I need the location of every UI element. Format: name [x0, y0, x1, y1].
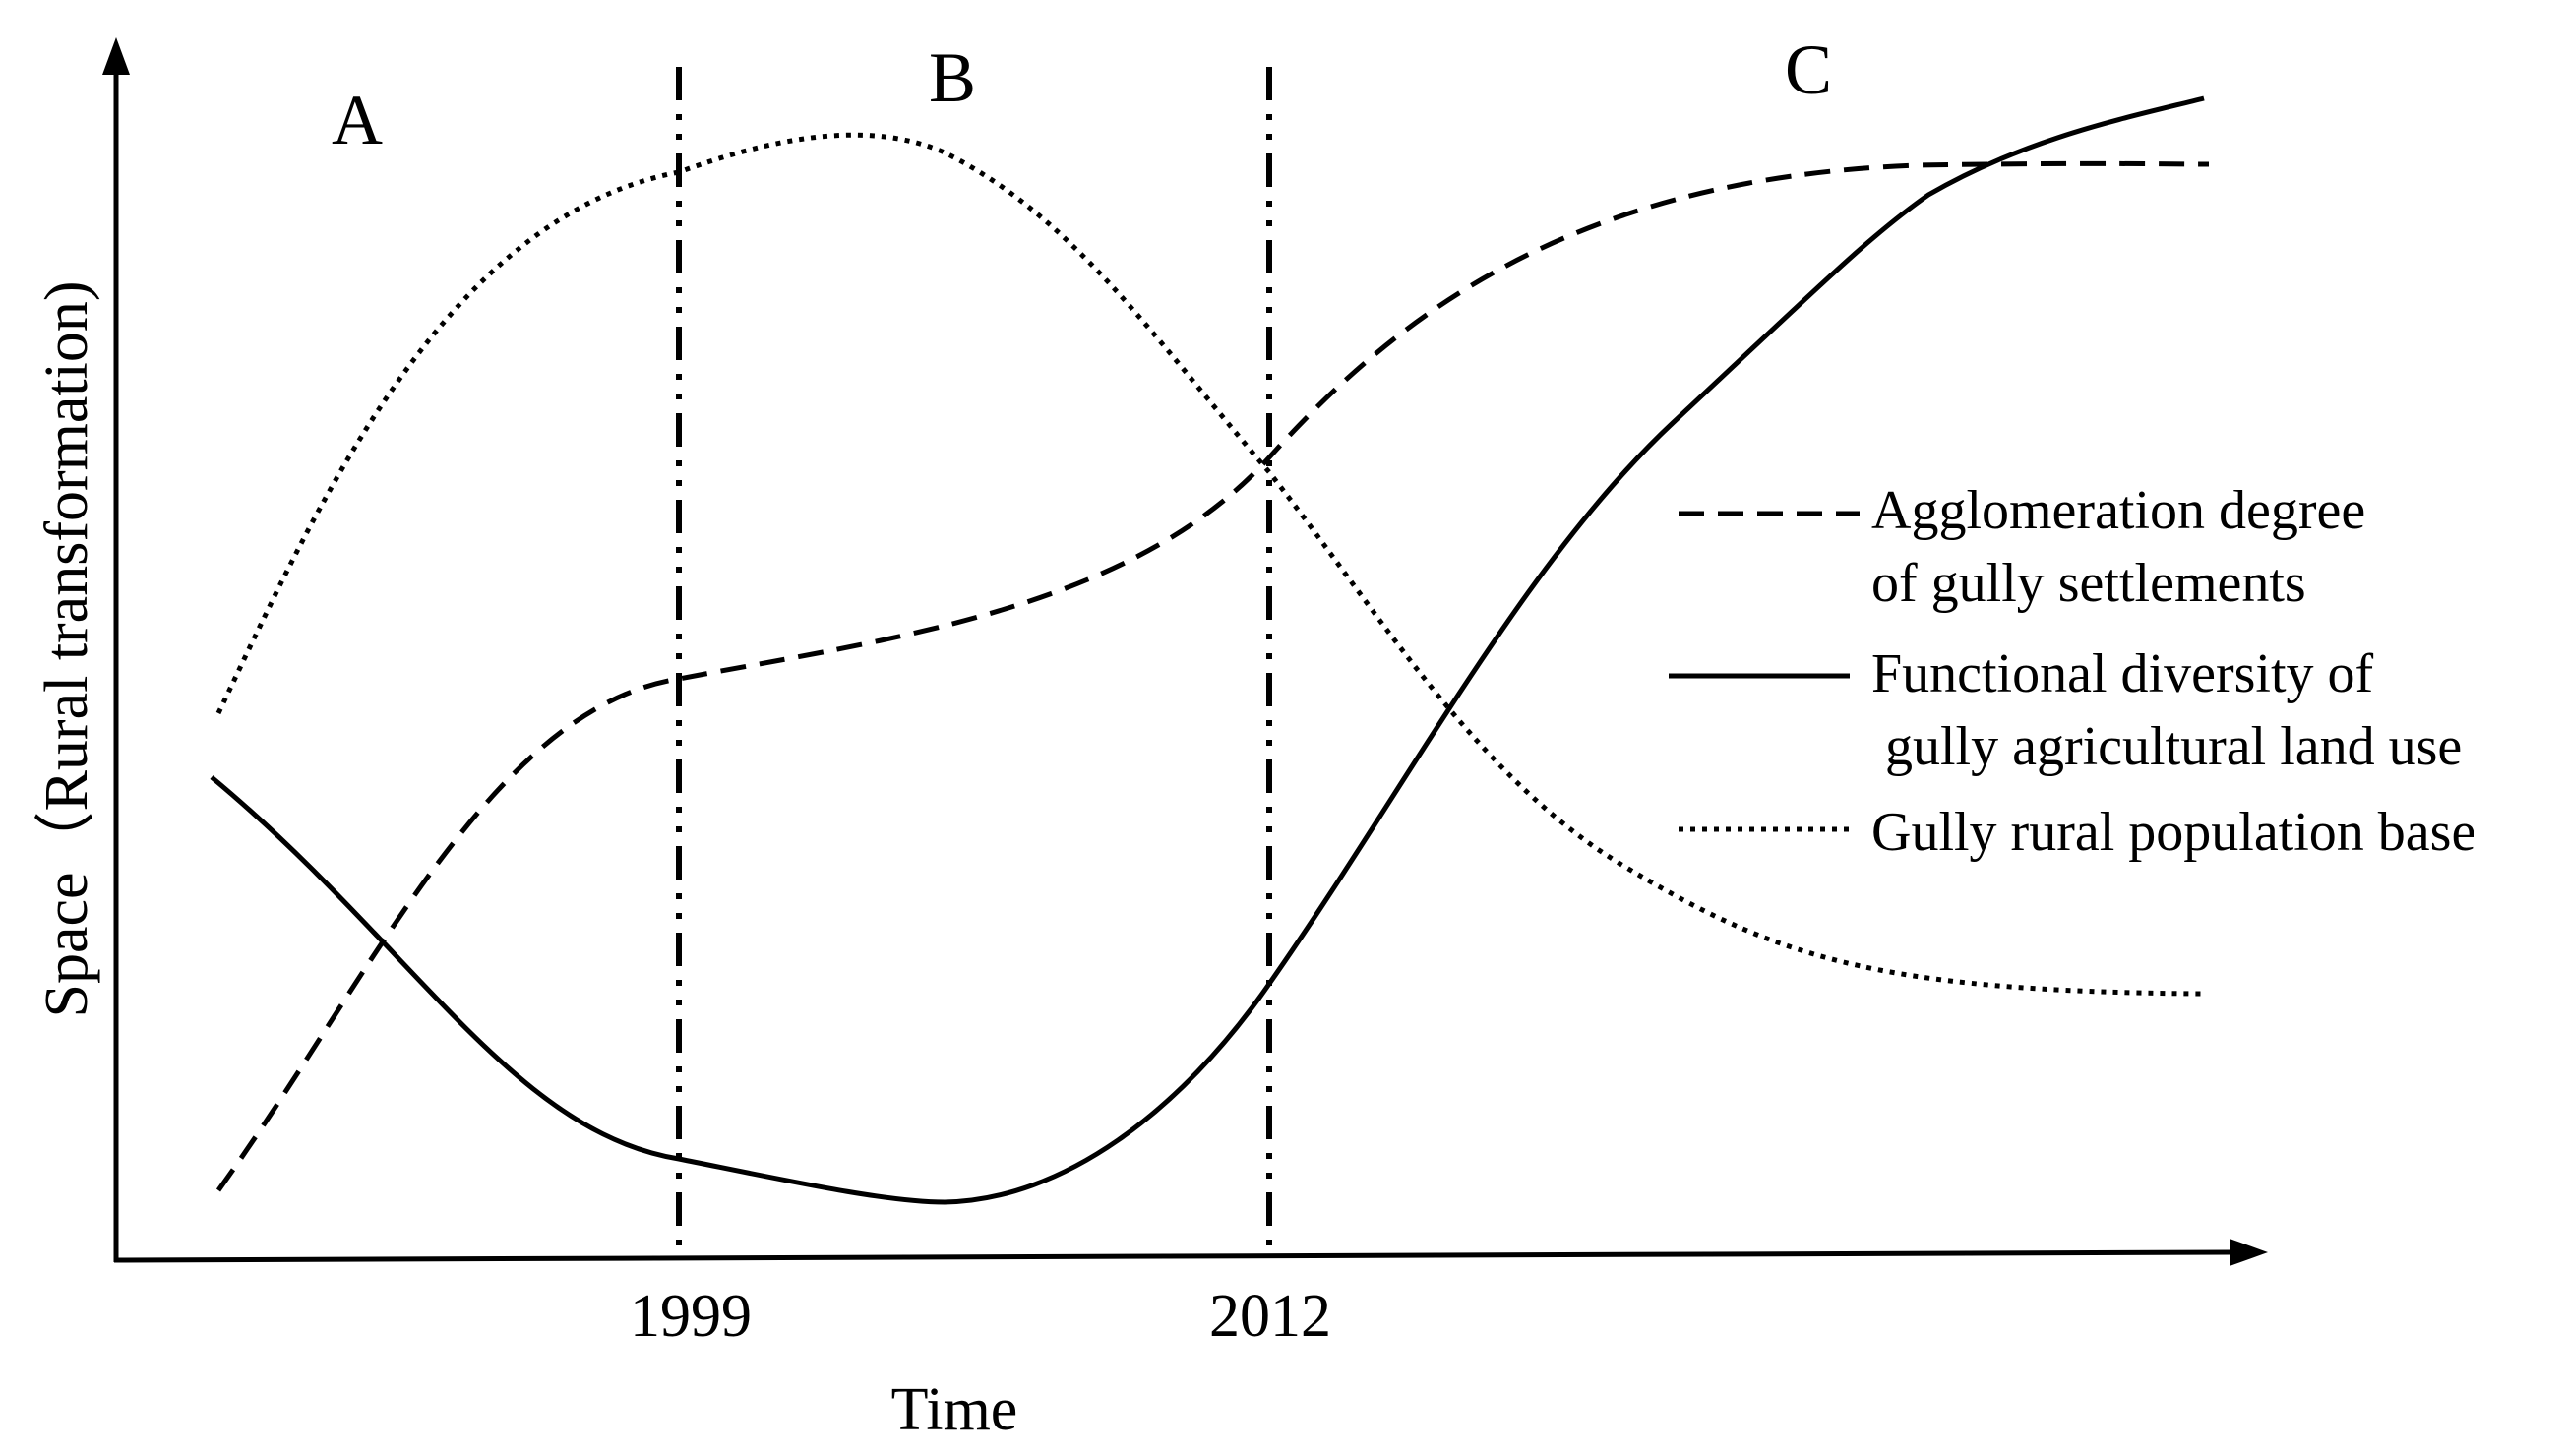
phase-label-b: B: [929, 38, 976, 117]
functional-curve: [210, 95, 2205, 1205]
population-curve: [215, 132, 2205, 997]
y-axis-label: Space（Rural transformation): [33, 281, 100, 1018]
legend-functional-line1: Functional diversity of: [1871, 643, 2374, 704]
phase-label-c: C: [1785, 30, 1832, 109]
phase-dividers: [676, 67, 1272, 1257]
curves: [210, 95, 2210, 1205]
legend-functional-line2: gully agricultural land use: [1871, 716, 2462, 777]
legend-population-line1: Gully rural population base: [1871, 802, 2475, 863]
legend: Agglomeration degree of gully settlement…: [1669, 480, 2475, 863]
y-axis-arrowhead: [102, 37, 130, 75]
phase-labels: A B C: [332, 30, 1832, 159]
legend-agglomeration-line1: Agglomeration degree: [1871, 480, 2365, 541]
x-tick-2012: 2012: [1209, 1283, 1331, 1350]
x-axis-line: [113, 1249, 2234, 1263]
x-tick-1999: 1999: [630, 1283, 752, 1350]
x-axis-arrowhead: [2230, 1239, 2268, 1266]
legend-agglomeration-line2: of gully settlements: [1871, 553, 2306, 614]
x-axis-label: Time: [891, 1376, 1018, 1443]
agglomeration-curve: [215, 160, 2210, 1192]
phase-label-a: A: [332, 81, 383, 159]
axes: [102, 37, 2268, 1266]
x-tick-labels: 1999 2012: [630, 1283, 1331, 1350]
